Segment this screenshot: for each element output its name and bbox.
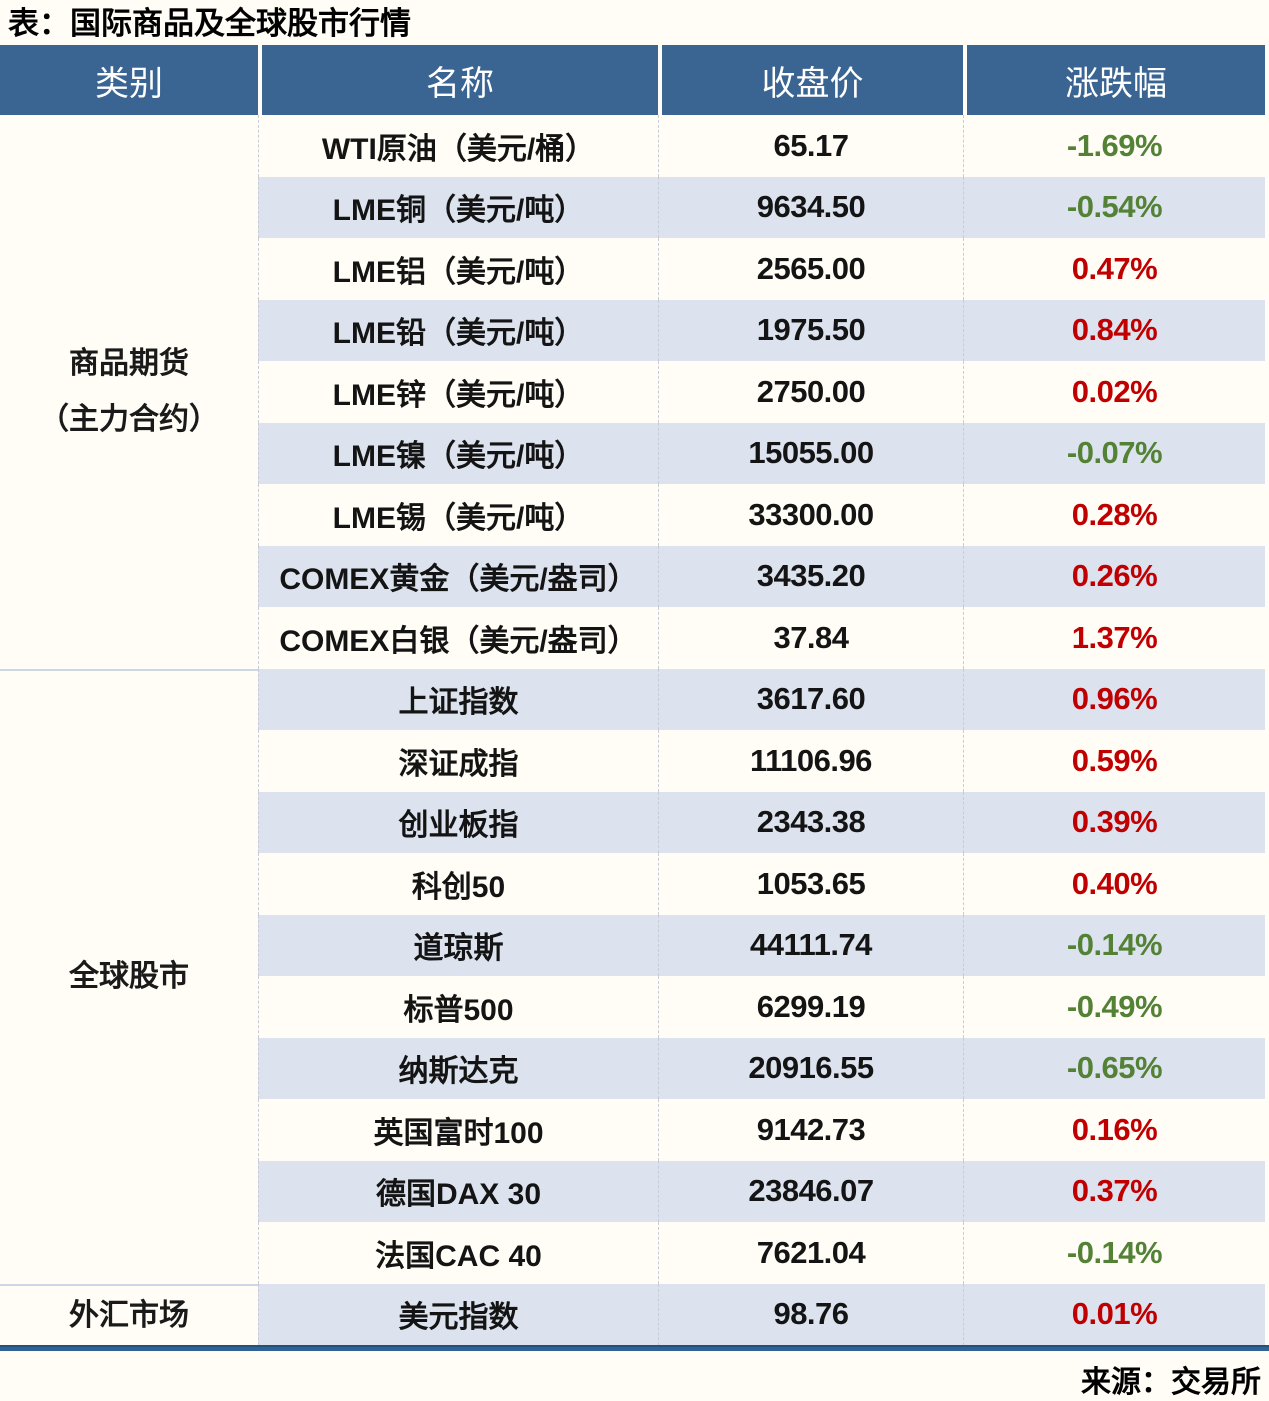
table-row: COMEX白银（美元/盎司） 37.84 1.37%: [0, 607, 1265, 669]
category-cell-global-stocks: 全球股市: [0, 668, 258, 1284]
change-percent: -0.14%: [963, 914, 1265, 976]
instrument-name: COMEX黄金（美元/盎司）: [258, 545, 658, 607]
table-row: 商品期货 （主力合约） WTI原油（美元/桶） 65.17 -1.69%: [0, 115, 1265, 436]
table-bottom-rule: [0, 1345, 1269, 1351]
instrument-name: WTI原油（美元/桶）: [258, 115, 658, 177]
close-price: 23846.07: [658, 1160, 963, 1222]
change-percent: 0.26%: [963, 545, 1265, 607]
close-price: 33300.00: [658, 484, 963, 546]
close-price: 98.76: [658, 1283, 963, 1345]
table-row: 德国DAX 30 23846.07 0.37%: [0, 1160, 1265, 1222]
table-row: COMEX黄金（美元/盎司） 3435.20 0.26%: [0, 545, 1265, 607]
table-row: 外汇市场 美元指数 98.76 0.01%: [0, 1283, 1265, 1346]
header-cell-close: 收盘价: [658, 45, 963, 115]
header-cell-name: 名称: [258, 45, 658, 115]
table-row: 道琼斯 44111.74 -0.14%: [0, 914, 1265, 976]
change-percent: 0.96%: [963, 668, 1265, 730]
instrument-name: 德国DAX 30: [258, 1160, 658, 1222]
table-row: LME镍（美元/吨） 15055.00 -0.07%: [0, 422, 1265, 484]
close-price: 7621.04: [658, 1222, 963, 1284]
close-price: 2565.00: [658, 238, 963, 300]
change-percent: 0.39%: [963, 791, 1265, 853]
close-price: 11106.96: [658, 730, 963, 792]
table-row: 标普500 6299.19 -0.49%: [0, 976, 1265, 1038]
header-row: 类别 名称 收盘价 涨跌幅: [0, 45, 1265, 115]
close-price: 6299.19: [658, 976, 963, 1038]
change-percent: 0.59%: [963, 730, 1265, 792]
instrument-name: 道琼斯: [258, 914, 658, 976]
instrument-name: 纳斯达克: [258, 1037, 658, 1099]
change-percent: 0.01%: [963, 1283, 1265, 1345]
change-percent: -0.54%: [963, 176, 1265, 238]
instrument-name: 标普500: [258, 976, 658, 1038]
close-price: 65.17: [658, 115, 963, 177]
close-price: 2343.38: [658, 791, 963, 853]
change-percent: -0.49%: [963, 976, 1265, 1038]
instrument-name: 创业板指: [258, 791, 658, 853]
table-header: 类别 名称 收盘价 涨跌幅: [0, 45, 1265, 115]
instrument-name: LME镍（美元/吨）: [258, 422, 658, 484]
instrument-name: 美元指数: [258, 1283, 658, 1345]
change-percent: 0.37%: [963, 1160, 1265, 1222]
instrument-name: LME锌（美元/吨）: [258, 361, 658, 423]
instrument-name: COMEX白银（美元/盎司）: [258, 607, 658, 669]
instrument-name: 深证成指: [258, 730, 658, 792]
change-percent: -0.07%: [963, 422, 1265, 484]
table-row: 科创50 1053.65 0.40%: [0, 853, 1265, 915]
close-price: 44111.74: [658, 914, 963, 976]
instrument-name: 英国富时100: [258, 1099, 658, 1161]
change-percent: 0.28%: [963, 484, 1265, 546]
change-percent: 0.40%: [963, 853, 1265, 915]
change-percent: 0.02%: [963, 361, 1265, 423]
change-percent: 0.16%: [963, 1099, 1265, 1161]
instrument-name: LME铝（美元/吨）: [258, 238, 658, 300]
change-percent: -0.14%: [963, 1222, 1265, 1284]
change-percent: -1.69%: [963, 115, 1265, 177]
header-cell-category: 类别: [0, 45, 258, 115]
table-row: LME铝（美元/吨） 2565.00 0.47%: [0, 238, 1265, 300]
page-title: 表：国际商品及全球股市行情: [8, 6, 411, 41]
market-table: 类别 名称 收盘价 涨跌幅 商品期货 （主力合约） WTI原油（美元/桶） 65…: [0, 45, 1265, 1345]
close-price: 1975.50: [658, 299, 963, 361]
close-price: 3617.60: [658, 668, 963, 730]
change-percent: 0.84%: [963, 299, 1265, 361]
category-cell-commodity-futures: 商品期货 （主力合约）: [39, 347, 219, 436]
instrument-name: LME铅（美元/吨）: [258, 299, 658, 361]
table-row: 创业板指 2343.38 0.39%: [0, 791, 1265, 853]
table-row: 纳斯达克 20916.55 -0.65%: [0, 1037, 1265, 1099]
instrument-name: LME锡（美元/吨）: [258, 484, 658, 546]
close-price: 9634.50: [658, 176, 963, 238]
change-percent: -0.65%: [963, 1037, 1265, 1099]
instrument-name: 法国CAC 40: [258, 1222, 658, 1284]
close-price: 1053.65: [658, 853, 963, 915]
table-row: 英国富时100 9142.73 0.16%: [0, 1099, 1265, 1161]
table-row: LME锌（美元/吨） 2750.00 0.02%: [0, 361, 1265, 423]
table-row: 全球股市 上证指数 3617.60 0.96%: [0, 668, 1265, 993]
table-row: LME铅（美元/吨） 1975.50 0.84%: [0, 299, 1265, 361]
header-cell-change: 涨跌幅: [963, 45, 1265, 115]
instrument-name: 上证指数: [258, 668, 658, 730]
close-price: 37.84: [658, 607, 963, 669]
table-row: 深证成指 11106.96 0.59%: [0, 730, 1265, 792]
source-note: 来源：交易所: [1081, 1366, 1261, 1399]
close-price: 15055.00: [658, 422, 963, 484]
instrument-name: 科创50: [258, 853, 658, 915]
instrument-name: LME铜（美元/吨）: [258, 176, 658, 238]
table-body: 商品期货 （主力合约） WTI原油（美元/桶） 65.17 -1.69% LME…: [0, 115, 1265, 1345]
change-percent: 1.37%: [963, 607, 1265, 669]
change-percent: 0.47%: [963, 238, 1265, 300]
table-row: LME锡（美元/吨） 33300.00 0.28%: [0, 484, 1265, 546]
category-cell-forex: 外汇市场: [0, 1283, 258, 1346]
close-price: 9142.73: [658, 1099, 963, 1161]
close-price: 20916.55: [658, 1037, 963, 1099]
table-row: 法国CAC 40 7621.04 -0.14%: [0, 1222, 1265, 1284]
close-price: 2750.00: [658, 361, 963, 423]
close-price: 3435.20: [658, 545, 963, 607]
table-row: LME铜（美元/吨） 9634.50 -0.54%: [0, 176, 1265, 238]
